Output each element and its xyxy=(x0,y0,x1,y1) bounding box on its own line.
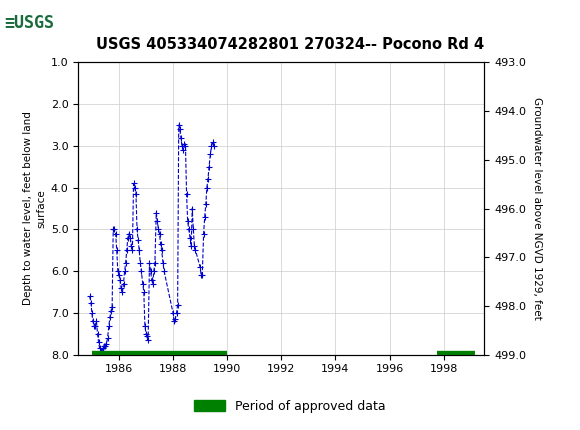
FancyBboxPatch shape xyxy=(3,6,78,40)
Y-axis label: Groundwater level above NGVD 1929, feet: Groundwater level above NGVD 1929, feet xyxy=(532,97,542,320)
Y-axis label: Depth to water level, feet below land
surface: Depth to water level, feet below land su… xyxy=(23,112,46,305)
Text: USGS 405334074282801 270324-- Pocono Rd 4: USGS 405334074282801 270324-- Pocono Rd … xyxy=(96,37,484,52)
Text: ≡USGS: ≡USGS xyxy=(5,14,55,31)
Legend: Period of approved data: Period of approved data xyxy=(189,395,391,418)
